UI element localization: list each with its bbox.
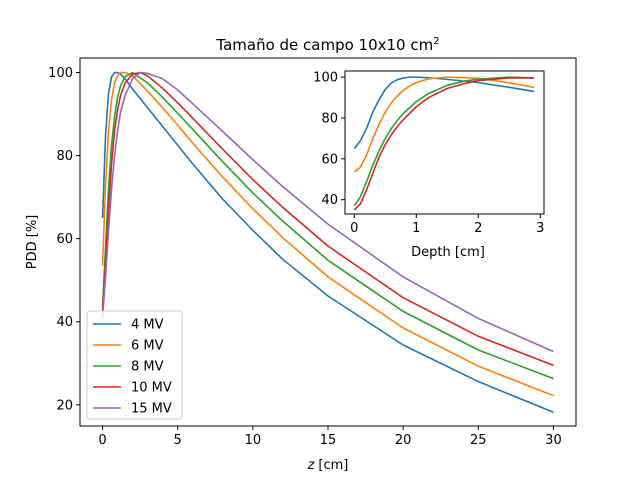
main-x-tick-label-4: 20: [395, 433, 412, 448]
legend-box: [86, 310, 183, 420]
main-x-tick-label-1: 5: [174, 433, 182, 448]
inset-series-line-2: [353, 76, 535, 207]
x-axis-label-unit: [cm]: [318, 458, 348, 473]
inset-plot-border: [344, 70, 545, 215]
y-axis-label: PDD [%]: [25, 215, 40, 270]
main-x-tick-label-3: 15: [320, 433, 337, 448]
inset-series: [353, 76, 535, 211]
main-y-tick-label-2: 60: [56, 232, 73, 247]
main-y-tick-label-3: 80: [56, 149, 73, 164]
legend-label-1: 6 MV: [131, 339, 164, 354]
x-axis-label: z [cm]: [307, 458, 349, 473]
legend: 4 MV 6 MV 8 MV 10 MV 15 MV: [86, 310, 183, 420]
inset-series-line-3: [353, 77, 535, 211]
inset-plot-area: [344, 70, 545, 215]
inset-x-tick-label-1: 1: [412, 221, 420, 236]
main-series-line-3: [101, 71, 554, 367]
inset-chart: 0 1 2 3 40 60 80 100 Depth [cm]: [313, 70, 545, 260]
main-x-tick-label-6: 30: [545, 433, 562, 448]
main-x-tick-label-0: 0: [98, 433, 106, 448]
legend-label-0: 4 MV: [131, 318, 164, 333]
legend-entries: 4 MV 6 MV 8 MV 10 MV 15 MV: [93, 318, 172, 417]
inset-ticks: 0 1 2 3 40 60 80 100: [313, 71, 544, 236]
inset-x-tick-label-2: 2: [474, 221, 482, 236]
main-y-tick-label-0: 20: [56, 398, 73, 413]
main-y-tick-label-4: 100: [48, 66, 73, 81]
main-series-line-4: [101, 71, 554, 353]
inset-x-axis-label: Depth [cm]: [411, 245, 485, 260]
inset-x-tick-label-0: 0: [350, 221, 358, 236]
chart-title-superscript: 2: [433, 36, 439, 47]
x-axis-label-variable: z: [307, 458, 316, 473]
legend-label-4: 15 MV: [131, 402, 172, 417]
main-series-line-0: [101, 71, 554, 414]
legend-label-3: 10 MV: [131, 381, 172, 396]
chart-title: Tamaño de campo 10x10 cm2: [215, 36, 439, 54]
legend-label-2: 8 MV: [131, 360, 164, 375]
inset-y-tick-label-2: 80: [321, 111, 338, 126]
inset-y-tick-label-0: 40: [321, 193, 338, 208]
chart-title-text: Tamaño de campo 10x10 cm: [215, 36, 433, 54]
inset-y-tick-label-1: 60: [321, 152, 338, 167]
main-plot-border: [79, 57, 577, 427]
main-series: [101, 71, 554, 414]
main-series-line-2: [101, 71, 554, 380]
main-x-tick-label-2: 10: [245, 433, 262, 448]
inset-y-tick-label-3: 100: [313, 71, 338, 86]
inset-x-tick-label-3: 3: [536, 221, 544, 236]
main-series-line-1: [101, 71, 554, 397]
main-x-tick-label-5: 25: [470, 433, 487, 448]
inset-series-line-1: [353, 76, 535, 173]
main-y-tick-label-1: 40: [56, 315, 73, 330]
